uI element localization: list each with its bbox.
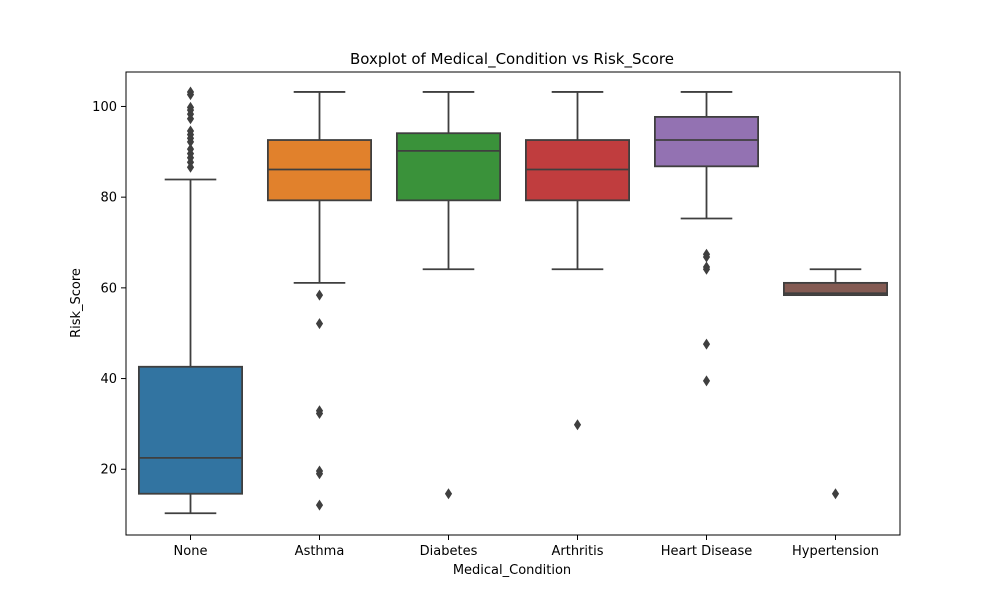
outlier-point bbox=[186, 143, 195, 155]
outlier-point bbox=[186, 125, 195, 137]
box bbox=[783, 281, 889, 297]
outlier-point bbox=[315, 468, 324, 480]
outlier-point bbox=[702, 375, 711, 387]
outlier-point bbox=[831, 488, 840, 500]
outlier-point bbox=[186, 86, 195, 98]
y-tick-label: 40 bbox=[100, 372, 117, 387]
x-tick-label: Heart Disease bbox=[661, 544, 752, 559]
y-tick-label: 60 bbox=[100, 281, 117, 296]
box-group-1 bbox=[266, 91, 372, 511]
y-tick-label: 80 bbox=[100, 191, 117, 206]
x-axis-label: Medical_Condition bbox=[453, 563, 571, 578]
outlier-point bbox=[315, 407, 324, 419]
outlier-point bbox=[186, 101, 195, 113]
box-group-5 bbox=[783, 268, 889, 500]
box-group-3 bbox=[525, 91, 631, 431]
box-group-2 bbox=[395, 91, 501, 500]
outlier-point bbox=[315, 499, 324, 511]
outlier-point bbox=[702, 263, 711, 275]
outlier-point bbox=[315, 289, 324, 301]
box-group-0 bbox=[137, 86, 243, 515]
box bbox=[137, 365, 243, 495]
box-group-4 bbox=[654, 91, 760, 387]
y-axis: 20 40 60 80 100 bbox=[92, 100, 126, 478]
y-tick-label: 20 bbox=[100, 463, 117, 478]
outlier-point bbox=[444, 488, 453, 500]
x-tick-label: None bbox=[174, 544, 208, 559]
x-tick-label: Diabetes bbox=[420, 544, 478, 559]
outlier-point bbox=[573, 419, 582, 431]
chart-title: Boxplot of Medical_Condition vs Risk_Sco… bbox=[350, 50, 674, 69]
y-axis-label: Risk_Score bbox=[69, 268, 84, 338]
box bbox=[654, 115, 760, 168]
plot-area bbox=[137, 86, 889, 515]
outlier-point bbox=[702, 338, 711, 350]
x-tick-label: Hypertension bbox=[792, 544, 879, 559]
x-axis: None Asthma Diabetes Arthritis Heart Disease… bbox=[174, 535, 879, 559]
outlier-point bbox=[315, 318, 324, 330]
x-tick-label: Asthma bbox=[295, 544, 345, 559]
x-tick-label: Arthritis bbox=[551, 544, 603, 559]
box bbox=[395, 132, 501, 202]
outlier-point bbox=[702, 251, 711, 263]
y-tick-label: 100 bbox=[92, 100, 117, 115]
plot-frame bbox=[125, 71, 901, 536]
